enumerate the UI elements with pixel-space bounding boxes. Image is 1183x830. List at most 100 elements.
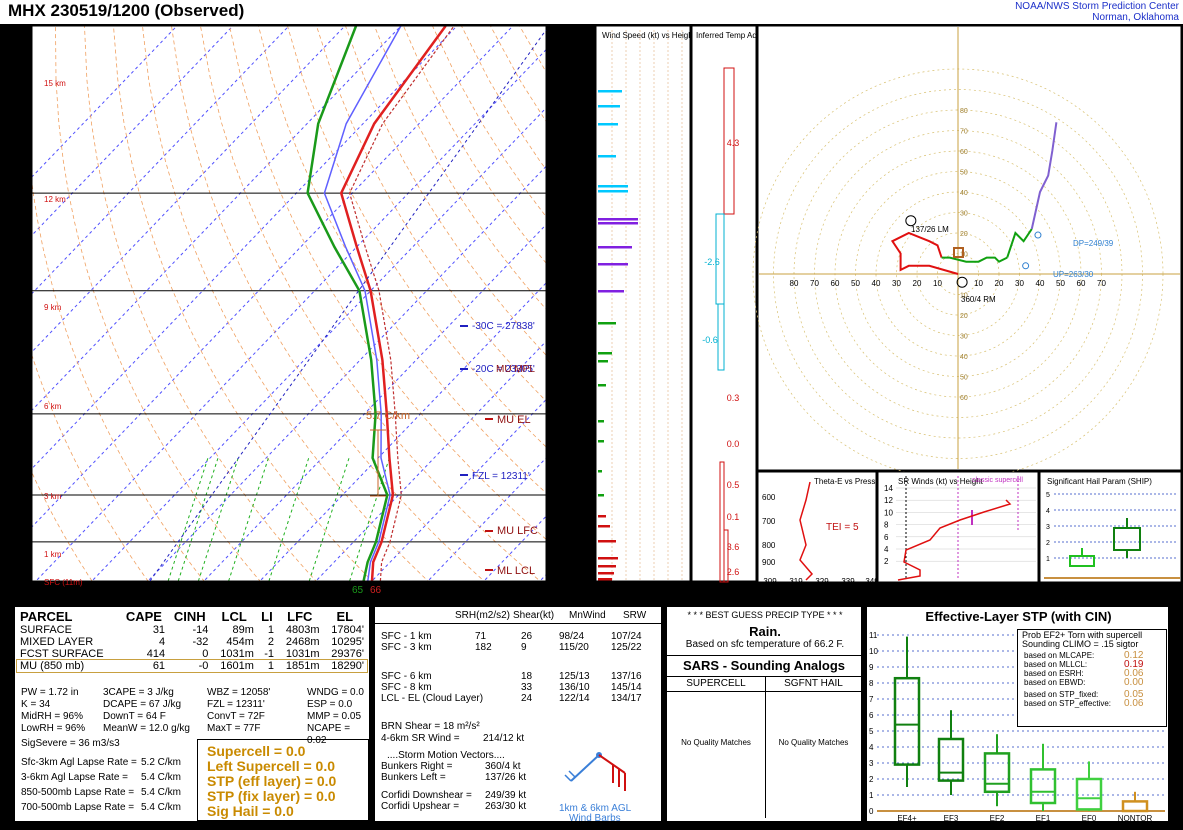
parcel-cell: 454m [226,636,254,648]
wind-barb [551,57,572,68]
stp-box [983,752,1011,794]
parcel-cell: FCST SURFACE [20,648,104,660]
wind-barb [551,318,572,328]
stp-ytick: 5 [869,727,874,736]
barb-dot [568,40,572,44]
prob-row: based on STP_fixed: 0.05 [1024,690,1166,700]
precip-title: * * * BEST GUESS PRECIP TYPE * * * [687,610,843,620]
barb-flag [551,455,561,459]
isotherm-line [32,26,290,295]
thetae-ytick: 700 [762,517,776,526]
barb-flag [551,520,561,524]
lapse-value: 5.2 C/km [141,757,182,768]
stats-cell: MMP = 0.05 [307,711,362,722]
parcel-cell: 4803m [285,624,320,636]
sars-supercell-result: No Quality Matches [681,738,751,747]
parcel-row: MIXED LAYER 4 -32 454m 2 2468m 10295' [17,636,367,648]
prob-title-1: Prob EF2+ Torn with supercell [1022,630,1143,640]
thetae-profile: 600 700 800 900 309 319 329 339 349 TEI = 5 [762,481,879,586]
stp-category: EF4+ [897,814,917,821]
prob-label: based on ESRH: [1024,669,1084,678]
barb-dot [568,464,572,468]
kin-text: 137/26 kt [485,772,527,783]
hodo-tick: 10 [933,279,942,288]
parcel-cell: 89m [232,624,254,636]
ship-xlabel: < 2 in [1070,583,1090,592]
kin-text: 18 [521,671,533,682]
hodo-tick: 30 [892,279,901,288]
lapse-label: 700-500mb Lapse Rate = [21,802,135,813]
isotherm-line [91,107,546,581]
hodo-ytick: 70 [960,129,968,136]
stp-prob-box: Prob EF2+ Torn with supercell Sounding C… [1017,629,1167,727]
kin-text: SRW [623,610,647,621]
adv-warm [723,67,735,215]
isotherm-line [35,49,546,581]
barb-staff [559,188,571,196]
barb-staff [559,172,571,180]
wind-barb [551,155,572,165]
isotherm-line [32,26,514,528]
p-label-850: 850 [8,534,28,548]
stp-box [893,676,921,766]
kin-text: SFC - 1 km [381,631,432,642]
wind-barb [551,383,572,394]
adv-label: -0.6 [702,335,718,345]
t-tick: 0 [257,590,264,604]
srwind-title: SR Winds (kt) vs Height [898,477,984,486]
ws-bar [598,90,622,93]
prob-label: based on MLCAPE: [1024,651,1095,660]
stp-ytick: 7 [869,695,874,704]
wind-barb [551,187,572,198]
parcel-cell: 29376' [331,648,364,660]
fzl-label: FZL = 12311' [472,471,530,482]
hodo-tick: 40 [1036,279,1045,288]
wind-barb [551,481,572,491]
col-header: CINH [173,609,206,624]
wind-barb [551,122,572,133]
lapse-row: 700-500mb Lapse Rate = 5.4 C/km [21,800,181,815]
hodo-trace-mid [941,256,1008,263]
barb-flag [551,292,561,296]
barb-staff [559,465,571,473]
kin-text: Bunkers Left = [381,772,446,783]
mu-lfc-label: MU LFC [497,525,538,537]
adv-label: -2.6 [704,257,720,267]
thetae-ytick: 900 [762,558,776,567]
hodo-tick: 50 [851,279,860,288]
header-bar: MHX 230519/1200 (Observed) NOAA/NWS Stor… [0,0,1183,24]
h-label-sfc: SFC (11m) [44,578,83,587]
wind-barb [551,89,572,100]
parcel-cell: 1601m [220,660,254,672]
barb-flag [551,31,561,35]
barb-staff [559,563,571,571]
ship-ytick: 4 [1046,508,1050,515]
minus20-level: -20C = 23305' [472,364,535,375]
ws-bar [598,352,612,355]
parcel-header-row: PARCEL CAPE CINH LCL LI LFC EL [17,609,367,624]
barb-flag [551,439,561,442]
upper-charts: 100 200 300 500 700 850 1000 15 km 12 km… [1,24,1182,604]
barb-staff [559,90,571,98]
ws-tick: 60 [636,596,644,603]
dry-adiabat [142,26,429,581]
parcel-cell: MU (850 mb) [20,660,85,672]
reference-line [149,29,547,582]
thetae-xtick: 309 [763,577,777,586]
barb-dot [568,350,572,354]
hodo-trace-high [1030,122,1058,230]
barbs-note-2: Wind Barbs [569,813,621,824]
p-label-200: 200 [8,186,28,200]
barb-staff [559,41,571,49]
adv-label: 0.1 [727,512,740,522]
ws-bar [598,525,610,528]
alert-line: Left Supercell = 0.0 [207,758,335,774]
parcel-cell: 4 [158,636,166,648]
dry-adiabat [32,179,205,581]
wind-barb [551,529,572,540]
ws-bar [598,123,618,126]
parcel-trace [348,26,455,581]
ws-bar [598,572,614,575]
parcel-cell: 2 [267,636,275,648]
barb-flag [551,113,561,116]
